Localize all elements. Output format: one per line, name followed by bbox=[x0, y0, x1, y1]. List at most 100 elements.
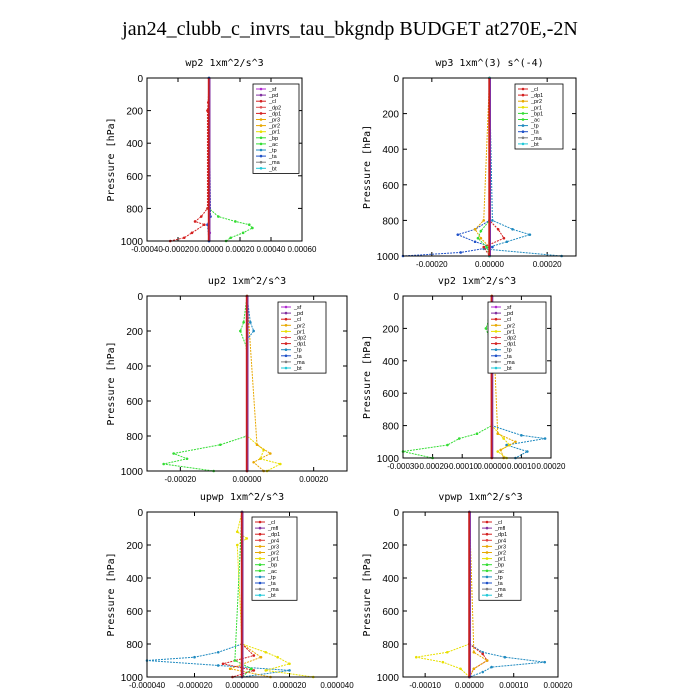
legend-marker bbox=[259, 124, 263, 127]
chart-panel-4: vp2 1xm^2/s^3 0 200 400 600 800 1000 Pressure [… bbox=[362, 276, 566, 471]
legend-label: _pr1 bbox=[503, 329, 515, 335]
legend-label: _ta bbox=[268, 154, 278, 160]
data-point bbox=[264, 669, 268, 672]
y-tick-label: 800 bbox=[126, 640, 143, 651]
legend-label: _ma bbox=[293, 360, 306, 366]
legend-label: _cl bbox=[494, 520, 502, 526]
x-tick-label: 0.000020 bbox=[273, 681, 307, 690]
y-axis-label: Pressure [hPa] bbox=[362, 125, 373, 209]
data-point bbox=[482, 247, 486, 251]
y-tick-label: 1000 bbox=[121, 467, 144, 478]
legend-marker bbox=[259, 148, 263, 152]
data-point bbox=[482, 245, 486, 249]
plot-frame bbox=[402, 511, 559, 678]
legend-label: _cl bbox=[268, 99, 276, 105]
legend-label: _ma bbox=[503, 360, 516, 366]
data-point bbox=[199, 215, 203, 218]
series-line-tp bbox=[146, 512, 290, 678]
legend-marker bbox=[485, 532, 489, 536]
legend-label: _ta bbox=[267, 581, 277, 587]
y-axis-label: Pressure [hPa] bbox=[106, 552, 117, 636]
legend-marker bbox=[485, 557, 489, 560]
data-point bbox=[228, 667, 232, 671]
legend-marker bbox=[485, 593, 489, 597]
data-point bbox=[217, 215, 220, 218]
data-point bbox=[502, 236, 506, 240]
x-tick-label: 0.00020 bbox=[299, 475, 328, 484]
y-tick-label: 400 bbox=[382, 357, 399, 368]
legend-label: _ac bbox=[267, 569, 277, 575]
legend-marker bbox=[494, 324, 498, 327]
legend-marker bbox=[485, 545, 489, 548]
data-point bbox=[473, 240, 477, 244]
legend: _sf_pd_cl_dp2_dp1_pr3_pr2_pr1_bp_ac_tp_t… bbox=[252, 83, 300, 174]
x-tick-label: 0.00000 bbox=[233, 475, 262, 484]
legend-label: _pr2 bbox=[503, 323, 515, 329]
y-tick-label: 1000 bbox=[377, 252, 400, 263]
legend-marker bbox=[494, 348, 498, 352]
y-tick-label: 400 bbox=[126, 574, 143, 585]
x-tick-label: -0.00030 bbox=[387, 462, 419, 471]
data-point bbox=[252, 654, 256, 657]
panel-title: wp3 1xm^(3) s^(-4) bbox=[435, 58, 543, 69]
series-line-pr2 bbox=[474, 77, 490, 256]
x-tick-label: 0.00020 bbox=[537, 462, 566, 471]
x-tick-label: 0.00000 bbox=[455, 681, 484, 690]
data-point bbox=[162, 462, 165, 466]
legend-marker bbox=[258, 526, 262, 530]
chart-panel-5: upwp 1xm^2/s^3 0 200 400 600 800 1000 Pressure … bbox=[106, 492, 354, 690]
legend-label: _pd bbox=[293, 311, 303, 317]
legend-marker bbox=[284, 311, 288, 315]
data-point bbox=[441, 660, 445, 664]
legend-label: _ta bbox=[293, 354, 303, 360]
legend-label: _ma bbox=[494, 587, 507, 593]
data-point bbox=[473, 228, 477, 231]
x-tick-label: 0.00020 bbox=[544, 681, 573, 690]
legend-marker bbox=[485, 539, 489, 542]
y-tick-label: 200 bbox=[382, 110, 399, 121]
x-tick-label: 0.000000 bbox=[225, 681, 259, 690]
legend-marker bbox=[284, 354, 288, 358]
y-tick-label: 600 bbox=[382, 389, 399, 400]
legend-label: _tp bbox=[530, 124, 539, 130]
legend-label: _pd bbox=[268, 93, 278, 99]
legend-label: _sf bbox=[293, 305, 302, 311]
y-tick-label: 600 bbox=[382, 181, 399, 192]
legend-label: _dp2 bbox=[503, 336, 516, 342]
legend-label: _sf bbox=[268, 87, 277, 93]
legend-label: _dp1 bbox=[503, 342, 516, 348]
data-point bbox=[203, 223, 206, 226]
legend-marker bbox=[259, 154, 263, 158]
plot-frame bbox=[402, 295, 552, 459]
legend-marker bbox=[259, 142, 263, 146]
data-point bbox=[242, 320, 245, 324]
legend-label: _tp bbox=[293, 348, 302, 354]
data-point bbox=[479, 236, 483, 240]
legend-label: _bt bbox=[530, 142, 539, 148]
data-point bbox=[472, 667, 476, 671]
legend-marker bbox=[258, 593, 262, 597]
data-point bbox=[459, 667, 462, 671]
data-point bbox=[446, 443, 449, 447]
x-tick-label: -0.000020 bbox=[176, 681, 213, 690]
legend-label: _ta bbox=[530, 130, 540, 136]
series-line-cl bbox=[482, 78, 505, 257]
data-point bbox=[445, 650, 449, 654]
legend-label: _bp bbox=[267, 563, 277, 569]
y-tick-label: 800 bbox=[126, 432, 143, 443]
data-point bbox=[250, 667, 253, 671]
legend-label: _ac bbox=[494, 569, 504, 575]
data-point bbox=[485, 245, 488, 249]
data-point bbox=[252, 329, 255, 333]
y-tick-label: 400 bbox=[382, 574, 399, 585]
chart-panel-2: wp3 1xm^(3) s^(-4) 0 200 400 600 800 1000 Press… bbox=[362, 58, 576, 269]
data-point bbox=[543, 660, 547, 664]
data-point bbox=[221, 662, 225, 666]
legend-label: _ma bbox=[530, 136, 543, 142]
legend-marker bbox=[259, 160, 263, 164]
data-point bbox=[414, 655, 418, 659]
y-tick-label: 800 bbox=[382, 640, 399, 651]
data-point bbox=[264, 650, 268, 654]
data-point bbox=[499, 448, 502, 452]
legend-label: _cl bbox=[503, 317, 511, 323]
